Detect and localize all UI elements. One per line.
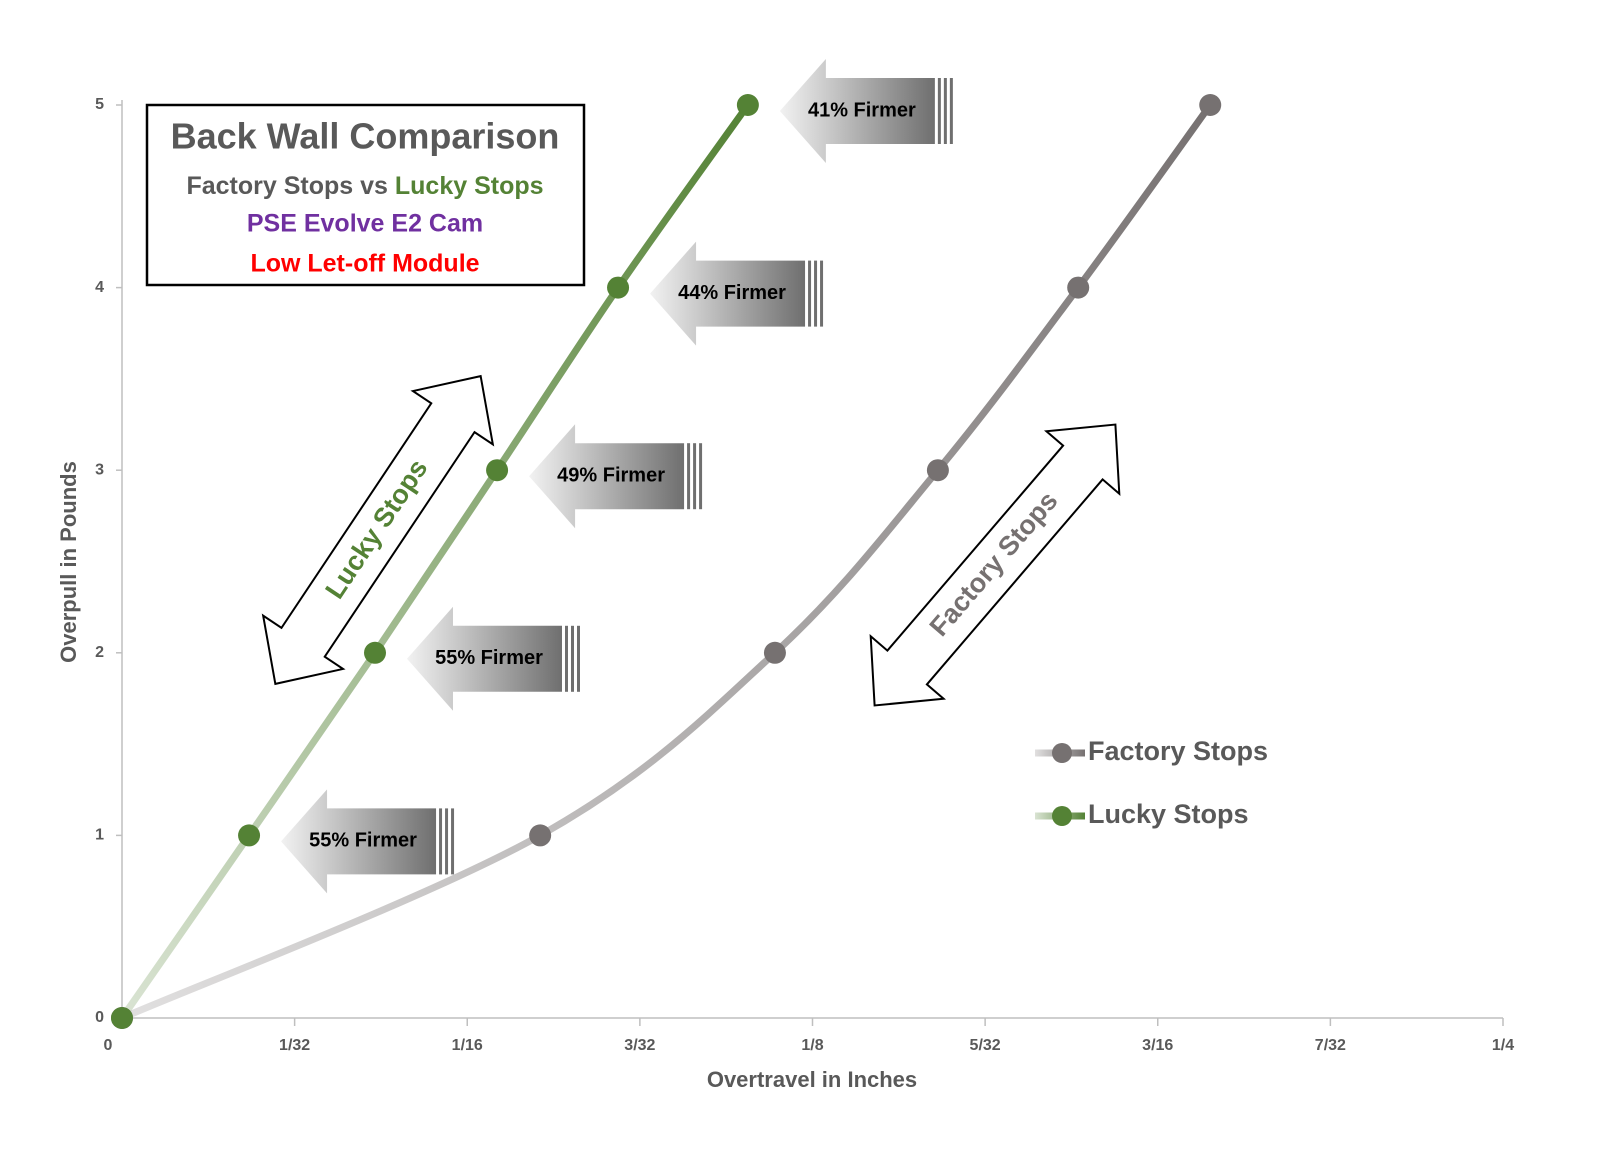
data-point xyxy=(763,641,786,664)
y-tick-label: 2 xyxy=(95,644,104,661)
arrow-shape xyxy=(779,59,935,163)
firmer-arrow: 49% Firmer xyxy=(529,424,703,529)
x-tick-label: 3/32 xyxy=(624,1037,655,1054)
subtitle-part: vs xyxy=(360,172,388,200)
data-point xyxy=(363,641,386,664)
annotation: 44% Firmer xyxy=(678,282,786,304)
arrow-stripe xyxy=(445,808,449,875)
data-point xyxy=(238,824,261,847)
arrow-stripe xyxy=(943,78,947,144)
chart-title: Back Wall Comparison xyxy=(171,116,560,157)
double-arrow-shape xyxy=(869,423,1121,707)
arrow-stripe xyxy=(699,443,703,510)
data-point xyxy=(1067,276,1090,299)
data-point xyxy=(111,1007,133,1029)
data-point xyxy=(736,94,759,116)
y-axis-label: Overpull in Pounds xyxy=(56,461,81,663)
note: PSE Evolve E2 Cam xyxy=(247,210,483,238)
arrow-shape xyxy=(529,424,685,529)
annotation: 55% Firmer xyxy=(435,647,543,669)
arrow-stripe xyxy=(439,808,443,875)
arrow-shape xyxy=(406,606,562,711)
arrow-shape xyxy=(650,241,806,346)
legend-marker xyxy=(1052,806,1072,826)
data-point xyxy=(529,824,552,847)
firmer-arrow: 55% Firmer xyxy=(406,606,580,711)
subtitle-part: Factory Stops xyxy=(186,172,353,200)
x-tick-label: 1/32 xyxy=(279,1037,310,1054)
x-tick-label: 1/4 xyxy=(1492,1037,1514,1054)
arrow-stripe xyxy=(937,78,941,144)
data-point xyxy=(486,459,509,482)
data-point xyxy=(926,459,949,482)
x-axis-label: Overtravel in Inches xyxy=(707,1067,917,1092)
series-line xyxy=(118,101,752,1022)
arrow-stripe xyxy=(814,260,818,327)
x-tick-label: 3/16 xyxy=(1142,1037,1173,1054)
title-box xyxy=(145,103,586,287)
series-label: Factory Stops xyxy=(924,486,1064,642)
firmer-arrow: 55% Firmer xyxy=(281,789,455,894)
note: Low Let-off Module xyxy=(250,250,479,278)
y-tick-label: 1 xyxy=(95,827,104,844)
annotation: 49% Firmer xyxy=(557,464,665,486)
y-tick-label: 3 xyxy=(95,461,104,478)
annotation: 41% Firmer xyxy=(808,99,916,121)
firmer-arrow: 41% Firmer xyxy=(779,59,953,163)
arrow-stripe xyxy=(820,260,824,327)
arrow-stripe xyxy=(564,625,568,692)
y-tick-label: 0 xyxy=(95,1009,104,1026)
y-tick-label: 5 xyxy=(95,96,104,113)
arrow-stripe xyxy=(687,443,691,510)
legend-marker xyxy=(1052,743,1072,763)
double-arrow: Factory Stops xyxy=(869,423,1121,707)
data-point xyxy=(607,276,630,299)
arrow-stripe xyxy=(451,808,455,875)
subtitle-part: Lucky Stops xyxy=(395,172,544,200)
arrow-shape xyxy=(281,789,437,894)
arrow-stripe xyxy=(808,260,812,327)
arrow-stripe xyxy=(693,443,697,510)
y-tick-label: 4 xyxy=(95,279,104,296)
series-label: Lucky Stops xyxy=(319,454,433,604)
arrow-stripe xyxy=(576,625,580,692)
arrow-stripe xyxy=(949,78,953,144)
data-point xyxy=(1199,94,1222,116)
annotation: 55% Firmer xyxy=(309,830,417,852)
x-tick-label: 1/8 xyxy=(801,1037,823,1054)
legend-label: Lucky Stops xyxy=(1088,799,1249,829)
firmer-arrow: 44% Firmer xyxy=(650,241,824,346)
x-tick-label: 1/16 xyxy=(452,1037,483,1054)
x-tick-label: 7/32 xyxy=(1315,1037,1346,1054)
double-arrow-shape xyxy=(261,374,495,686)
subtitle: Factory Stops vs Lucky Stops xyxy=(186,172,543,200)
legend-label: Factory Stops xyxy=(1088,736,1268,766)
x-tick-label: 5/32 xyxy=(970,1037,1001,1054)
arrow-stripe xyxy=(570,625,574,692)
x-tick-label: 0 xyxy=(104,1037,113,1054)
